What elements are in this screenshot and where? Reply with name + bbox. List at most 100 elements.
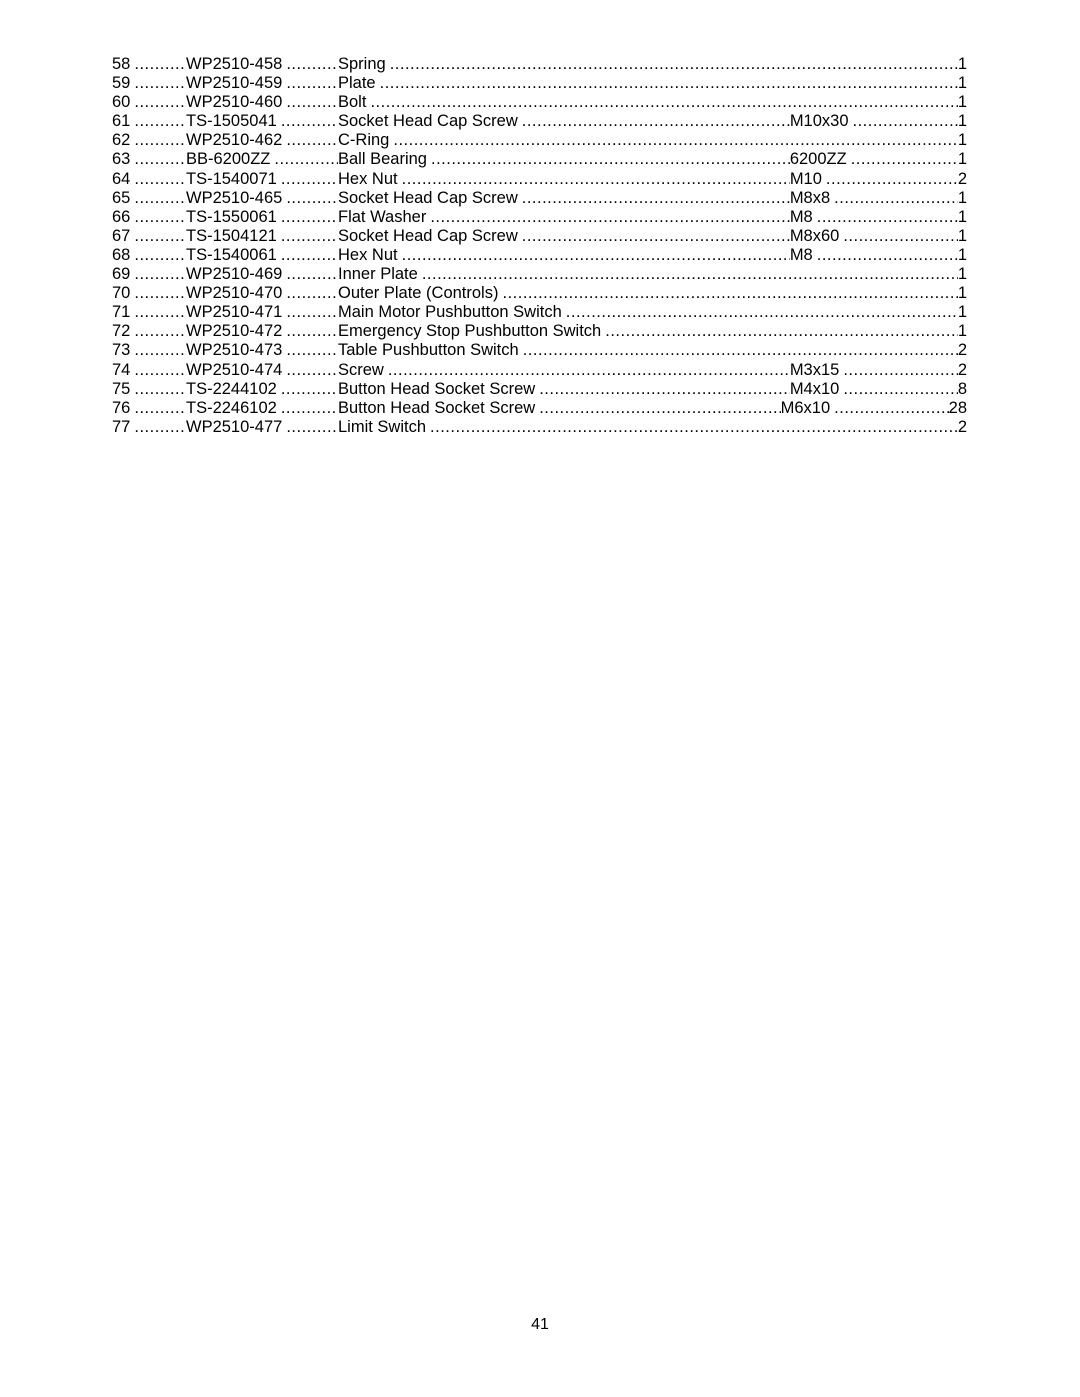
cell-qty: 1	[958, 246, 967, 266]
cell-description: Button Head Socket Screw	[338, 399, 781, 419]
cell-index: 65	[112, 189, 186, 209]
cell-size: M10	[790, 170, 958, 190]
cell-description: Bolt	[338, 93, 958, 113]
cell-qty: 28	[949, 399, 967, 419]
cell-part-no: WP2510-471	[186, 303, 338, 323]
table-row: 65WP2510-465Socket Head Cap ScrewM8x81	[112, 189, 967, 208]
cell-description: Plate	[338, 74, 958, 94]
cell-index: 58	[112, 55, 186, 75]
table-row: 71WP2510-471Main Motor Pushbutton Switch…	[112, 303, 967, 322]
cell-description: Main Motor Pushbutton Switch	[338, 303, 958, 323]
table-row: 77WP2510-477Limit Switch2	[112, 418, 967, 437]
cell-description: Socket Head Cap Screw	[338, 112, 790, 132]
table-row: 73WP2510-473Table Pushbutton Switch2	[112, 341, 967, 360]
cell-index: 68	[112, 246, 186, 266]
cell-index: 64	[112, 170, 186, 190]
cell-qty: 1	[958, 208, 967, 228]
table-row: 62WP2510-462C-Ring1	[112, 131, 967, 150]
cell-qty: 2	[958, 361, 967, 381]
table-row: 69WP2510-469Inner Plate1	[112, 265, 967, 284]
cell-part-no: TS-1505041	[186, 112, 338, 132]
table-row: 66TS-1550061Flat WasherM81	[112, 208, 967, 227]
cell-qty: 1	[958, 303, 967, 323]
cell-index: 77	[112, 418, 186, 438]
cell-index: 74	[112, 361, 186, 381]
cell-description: Inner Plate	[338, 265, 958, 285]
cell-qty: 1	[958, 189, 967, 209]
cell-description: Limit Switch	[338, 418, 958, 438]
cell-description: Hex Nut	[338, 170, 790, 190]
cell-description: Screw	[338, 361, 790, 381]
cell-index: 69	[112, 265, 186, 285]
cell-description: C-Ring	[338, 131, 958, 151]
parts-list-table: 58WP2510-458Spring159WP2510-459Plate160W…	[112, 55, 967, 437]
cell-part-no: TS-1504121	[186, 227, 338, 247]
cell-description: Ball Bearing	[338, 150, 790, 170]
cell-part-no: WP2510-477	[186, 418, 338, 438]
cell-size: M6x10	[781, 399, 949, 419]
table-row: 74WP2510-474ScrewM3x152	[112, 361, 967, 380]
cell-size: M10x30	[790, 112, 958, 132]
cell-description: Socket Head Cap Screw	[338, 227, 790, 247]
table-row: 58WP2510-458Spring1	[112, 55, 967, 74]
table-row: 70WP2510-470Outer Plate (Controls)1	[112, 284, 967, 303]
cell-qty: 8	[958, 380, 967, 400]
cell-qty: 1	[958, 322, 967, 342]
cell-qty: 1	[958, 265, 967, 285]
cell-index: 73	[112, 341, 186, 361]
cell-part-no: TS-2246102	[186, 399, 338, 419]
table-row: 59WP2510-459Plate1	[112, 74, 967, 93]
cell-qty: 1	[958, 227, 967, 247]
cell-index: 61	[112, 112, 186, 132]
cell-qty: 1	[958, 74, 967, 94]
cell-part-no: WP2510-473	[186, 341, 338, 361]
cell-index: 72	[112, 322, 186, 342]
cell-part-no: WP2510-460	[186, 93, 338, 113]
cell-index: 75	[112, 380, 186, 400]
cell-size: M4x10	[790, 380, 958, 400]
cell-description: Emergency Stop Pushbutton Switch	[338, 322, 958, 342]
page-number: 41	[0, 1315, 1080, 1334]
cell-part-no: WP2510-462	[186, 131, 338, 151]
cell-part-no: WP2510-469	[186, 265, 338, 285]
cell-description: Button Head Socket Screw	[338, 380, 790, 400]
cell-index: 67	[112, 227, 186, 247]
cell-size: 6200ZZ	[790, 150, 958, 170]
table-row: 61TS-1505041Socket Head Cap ScrewM10x301	[112, 112, 967, 131]
cell-part-no: WP2510-472	[186, 322, 338, 342]
cell-part-no: TS-2244102	[186, 380, 338, 400]
cell-index: 60	[112, 93, 186, 113]
table-row: 64TS-1540071Hex NutM102	[112, 170, 967, 189]
table-row: 68TS-1540061Hex NutM81	[112, 246, 967, 265]
cell-qty: 1	[958, 284, 967, 304]
cell-size: M8	[790, 208, 958, 228]
cell-part-no: TS-1550061	[186, 208, 338, 228]
cell-index: 63	[112, 150, 186, 170]
cell-part-no: WP2510-470	[186, 284, 338, 304]
cell-index: 71	[112, 303, 186, 323]
cell-index: 70	[112, 284, 186, 304]
table-row: 63BB-6200ZZBall Bearing6200ZZ1	[112, 150, 967, 169]
cell-qty: 1	[958, 55, 967, 75]
cell-description: Outer Plate (Controls)	[338, 284, 958, 304]
table-row: 67TS-1504121Socket Head Cap ScrewM8x601	[112, 227, 967, 246]
cell-qty: 1	[958, 150, 967, 170]
cell-part-no: BB-6200ZZ	[186, 150, 338, 170]
cell-qty: 1	[958, 112, 967, 132]
cell-size: M8	[790, 246, 958, 266]
cell-part-no: TS-1540071	[186, 170, 338, 190]
cell-index: 76	[112, 399, 186, 419]
cell-part-no: TS-1540061	[186, 246, 338, 266]
cell-qty: 2	[958, 170, 967, 190]
cell-qty: 2	[958, 341, 967, 361]
table-row: 75TS-2244102Button Head Socket ScrewM4x1…	[112, 380, 967, 399]
cell-index: 59	[112, 74, 186, 94]
cell-qty: 2	[958, 418, 967, 438]
cell-index: 62	[112, 131, 186, 151]
cell-size: M8x8	[790, 189, 958, 209]
cell-part-no: WP2510-459	[186, 74, 338, 94]
cell-size: M8x60	[790, 227, 958, 247]
cell-description: Hex Nut	[338, 246, 790, 266]
cell-description: Flat Washer	[338, 208, 790, 228]
cell-size: M3x15	[790, 361, 958, 381]
